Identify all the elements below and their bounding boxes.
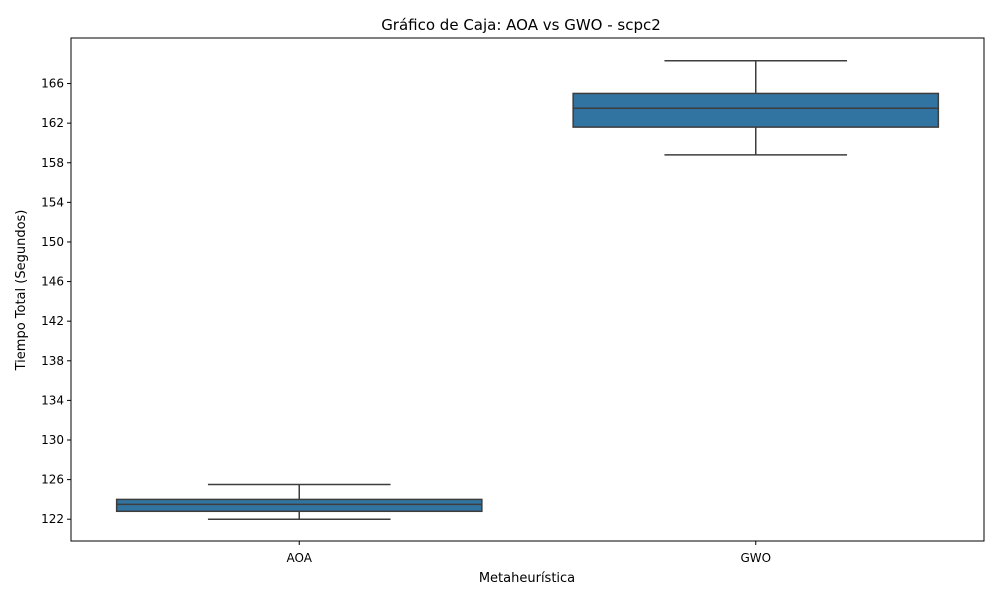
y-tick-label: 122 [41, 512, 64, 526]
y-tick-label: 162 [41, 116, 64, 130]
y-axis-label: Tiempo Total (Segundos) [14, 210, 29, 372]
chart-title: Gráfico de Caja: AOA vs GWO - scpc2 [381, 16, 661, 34]
box-aoa [115, 483, 483, 520]
x-axis-label: Metaheurística [479, 571, 575, 586]
y-tick-label: 158 [41, 156, 64, 170]
x-tick-label: AOA [287, 551, 313, 565]
x-axis: AOA GWO [287, 541, 771, 565]
boxes [115, 60, 940, 520]
x-tick-label: GWO [740, 551, 771, 565]
plot-frame [70, 37, 985, 542]
y-tick-label: 130 [41, 433, 64, 447]
y-tick-label: 154 [41, 195, 64, 209]
y-tick-label: 146 [41, 275, 64, 289]
y-axis: 122 126 130 134 138 142 146 150 154 158 162 166 [41, 77, 71, 526]
y-tick-label: 138 [41, 354, 64, 368]
y-tick-label: 142 [41, 314, 64, 328]
y-tick-label: 166 [41, 77, 64, 91]
plot-area [70, 37, 985, 542]
iqr-box [572, 92, 940, 128]
y-tick-label: 126 [41, 473, 64, 487]
y-tick-label: 134 [41, 393, 64, 407]
box-gwo [572, 60, 940, 156]
iqr-box [115, 498, 483, 513]
y-tick-label: 150 [41, 235, 64, 249]
